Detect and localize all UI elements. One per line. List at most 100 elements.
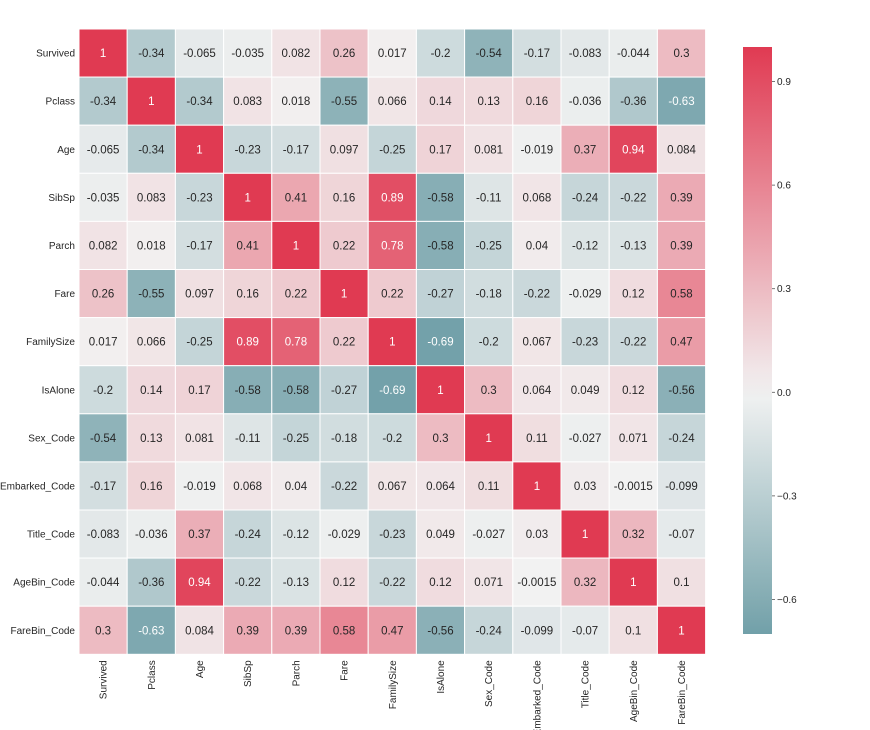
cell-value-label: 0.39 xyxy=(670,240,692,252)
cell-value-label: 0.03 xyxy=(574,481,596,493)
cell-value-label: -0.24 xyxy=(668,433,695,445)
cell-value-label: 0.22 xyxy=(381,289,403,301)
heatmap-cell-embarked-code-fare xyxy=(319,461,369,511)
cell-value-label: -0.69 xyxy=(427,337,453,349)
heatmap-cell-age-embarked-code xyxy=(512,124,562,174)
heatmap-cell-familysize-familysize xyxy=(367,317,417,367)
cell-value-label: -0.027 xyxy=(472,529,505,541)
heatmap-cell-embarked-code-agebin-code xyxy=(608,461,658,511)
heatmap-cell-isalone-fare xyxy=(319,365,369,415)
heatmap-cell-sibsp-isalone xyxy=(415,172,466,222)
row-label-familysize: FamilySize xyxy=(26,337,75,348)
cell-value-label: 0.89 xyxy=(381,192,403,204)
cell-value-label: 0.049 xyxy=(426,529,455,541)
cell-value-label: -0.18 xyxy=(476,289,502,301)
cell-value-label: 1 xyxy=(485,433,491,445)
heatmap-cell-age-title-code xyxy=(560,124,610,174)
cell-value-label: 0.067 xyxy=(523,337,552,349)
cell-value-label: 1 xyxy=(100,48,106,60)
heatmap-cell-familysize-sibsp xyxy=(223,317,273,367)
heatmap-cell-pclass-isalone xyxy=(415,76,466,126)
row-label-farebin-code: FareBin_Code xyxy=(11,626,76,637)
cell-value-label: 0.13 xyxy=(478,96,500,108)
colorbar-gradient-bar xyxy=(743,47,772,634)
cell-value-label: 0.04 xyxy=(285,481,308,493)
cell-value-label: -0.34 xyxy=(90,96,117,108)
cell-value-label: 0.12 xyxy=(622,385,644,397)
heatmap-cell-isalone-agebin-code xyxy=(608,365,658,415)
heatmap-cell-sex-code-agebin-code xyxy=(608,413,658,463)
cell-value-label: 0.11 xyxy=(526,433,548,445)
cell-value-label: -0.22 xyxy=(524,289,550,301)
cell-value-label: -0.25 xyxy=(283,433,309,445)
heatmap-cell-age-pclass xyxy=(126,124,176,174)
heatmap-cell-pclass-survived xyxy=(78,76,128,126)
cell-value-label: -0.035 xyxy=(87,192,120,204)
heatmap-cell-parch-sibsp xyxy=(223,220,273,270)
heatmap-cell-title-code-pclass xyxy=(126,509,176,559)
heatmap-cell-pclass-farebin-code xyxy=(656,76,707,126)
heatmap-cell-farebin-code-agebin-code xyxy=(608,605,658,655)
cell-value-label: 0.082 xyxy=(89,240,118,252)
heatmap-cell-isalone-sex-code xyxy=(464,365,514,415)
heatmap-cell-isalone-parch xyxy=(271,365,321,415)
heatmap-cell-survived-survived xyxy=(78,28,128,78)
heatmap-cell-survived-embarked-code xyxy=(512,28,562,78)
heatmap-cell-fare-sex-code xyxy=(464,269,514,319)
cell-value-label: 0.16 xyxy=(237,289,259,301)
heatmap-cell-farebin-code-familysize xyxy=(367,605,417,655)
heatmap-cell-sex-code-isalone xyxy=(415,413,466,463)
cell-value-label: 0.41 xyxy=(237,240,259,252)
cell-value-label: 0.16 xyxy=(333,192,355,204)
cell-value-label: 1 xyxy=(389,337,395,349)
cell-value-label: 0.1 xyxy=(674,577,690,589)
cell-value-label: -0.17 xyxy=(186,240,212,252)
cell-value-label: -0.11 xyxy=(476,192,501,204)
heatmap-cell-title-code-isalone xyxy=(415,509,466,559)
cell-value-label: 0.22 xyxy=(333,337,355,349)
heatmap-cell-parch-familysize xyxy=(367,220,417,270)
heatmap-cell-embarked-code-survived xyxy=(78,461,128,511)
cell-value-label: 0.78 xyxy=(381,240,403,252)
heatmap-cell-parch-agebin-code xyxy=(608,220,658,270)
colorbar-tick-label: 0.6 xyxy=(777,181,791,192)
heatmap-cell-survived-pclass xyxy=(126,28,176,78)
heatmap-cell-farebin-code-sibsp xyxy=(223,605,273,655)
cell-value-label: -0.0015 xyxy=(517,577,556,589)
cell-value-label: -0.22 xyxy=(235,577,261,589)
heatmap-cell-fare-agebin-code xyxy=(608,269,658,319)
heatmap-cell-pclass-sex-code xyxy=(464,76,514,126)
cell-value-label: 0.018 xyxy=(282,96,311,108)
colorbar-tick-label: −0.3 xyxy=(777,491,797,502)
heatmap-cell-sibsp-agebin-code xyxy=(608,172,658,222)
heatmap-cell-parch-pclass xyxy=(126,220,176,270)
heatmap-cell-fare-sibsp xyxy=(223,269,273,319)
heatmap-cell-parch-sex-code xyxy=(464,220,514,270)
cell-value-label: -0.019 xyxy=(521,144,554,156)
heatmap-cell-familysize-parch xyxy=(271,317,321,367)
column-label-familysize: FamilySize xyxy=(388,660,399,709)
cell-value-label: -0.69 xyxy=(379,385,405,397)
heatmap-cell-sibsp-title-code xyxy=(560,172,610,222)
column-label-isalone: IsAlone xyxy=(436,660,447,694)
cell-value-label: -0.58 xyxy=(235,385,261,397)
cell-value-label: 1 xyxy=(437,385,443,397)
cell-value-label: 0.084 xyxy=(667,144,696,156)
heatmap-cell-agebin-code-familysize xyxy=(367,557,417,607)
cell-value-label: -0.099 xyxy=(521,625,554,637)
heatmap-cell-fare-pclass xyxy=(126,269,176,319)
column-label-age: Age xyxy=(195,660,206,678)
heatmap-cell-sibsp-sibsp xyxy=(223,172,273,222)
cell-value-label: 0.14 xyxy=(140,385,163,397)
heatmap-cell-fare-age xyxy=(174,269,225,319)
heatmap-cell-sibsp-fare xyxy=(319,172,369,222)
heatmap-cell-age-age xyxy=(174,124,225,174)
cell-value-label: 0.018 xyxy=(137,240,166,252)
cell-value-label: 0.11 xyxy=(478,481,500,493)
cell-value-label: -0.22 xyxy=(620,337,646,349)
heatmap-cell-sibsp-age xyxy=(174,172,225,222)
heatmap-cell-familysize-age xyxy=(174,317,225,367)
cell-value-label: -0.035 xyxy=(231,48,264,60)
cell-value-label: 0.066 xyxy=(137,337,166,349)
